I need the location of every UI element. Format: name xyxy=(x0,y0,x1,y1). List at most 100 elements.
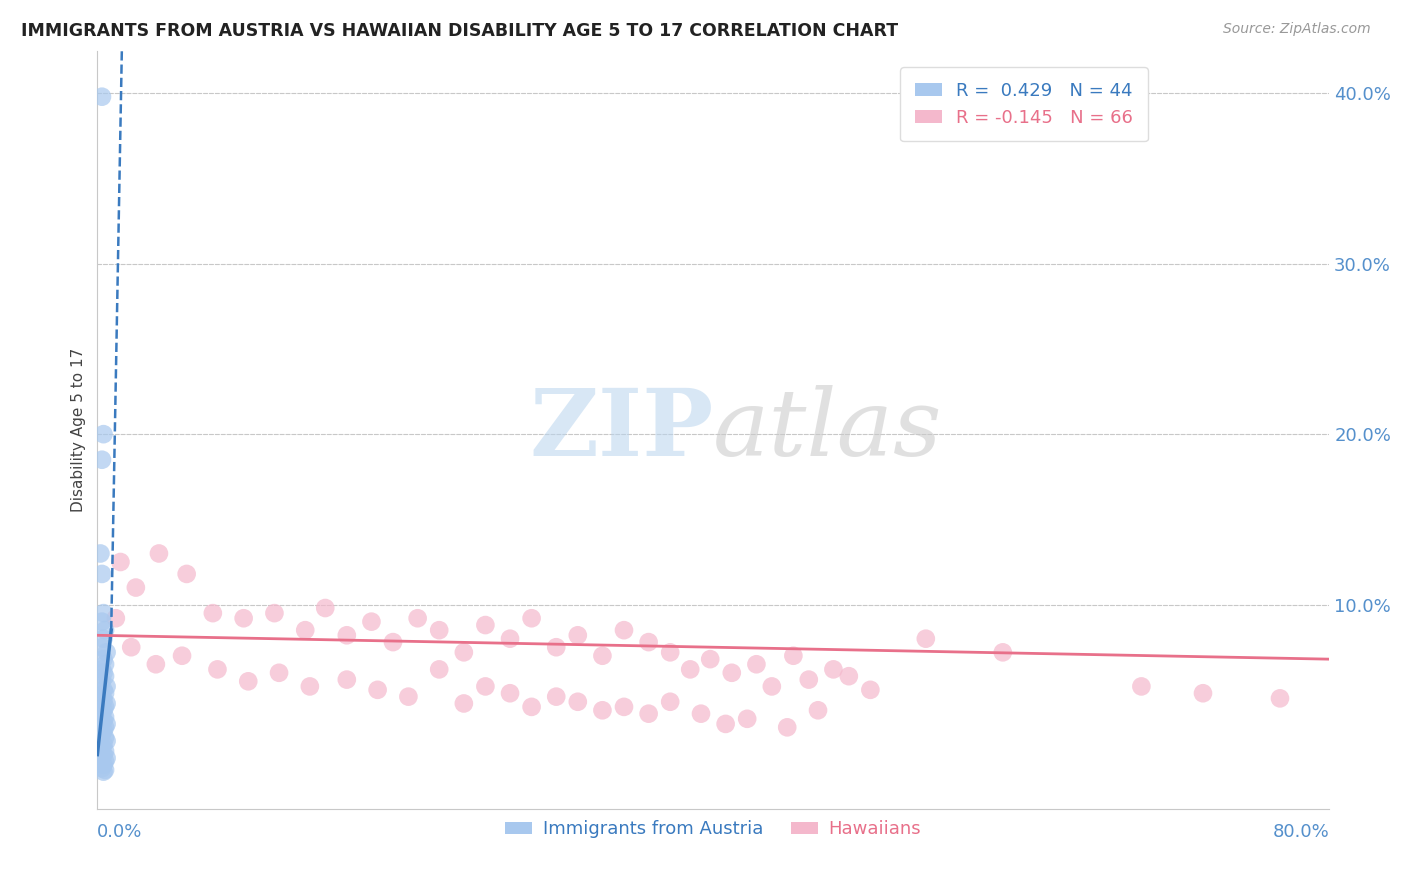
Point xyxy=(396,690,419,704)
Point xyxy=(201,606,224,620)
Point xyxy=(94,686,117,700)
Point xyxy=(94,657,117,672)
Point xyxy=(93,427,115,442)
Point xyxy=(520,699,543,714)
Point xyxy=(474,680,496,694)
Point xyxy=(94,623,117,637)
Point xyxy=(776,720,799,734)
Point xyxy=(93,652,115,666)
Point xyxy=(96,734,118,748)
Point xyxy=(120,640,142,655)
Point xyxy=(94,710,117,724)
Point xyxy=(176,566,198,581)
Point xyxy=(298,680,321,694)
Point xyxy=(267,665,290,680)
Point xyxy=(699,652,721,666)
Point xyxy=(93,737,115,751)
Point xyxy=(427,623,450,637)
Point xyxy=(94,669,117,683)
Point xyxy=(382,635,405,649)
Point xyxy=(94,744,117,758)
Point xyxy=(1192,686,1215,700)
Text: IMMIGRANTS FROM AUSTRIA VS HAWAIIAN DISABILITY AGE 5 TO 17 CORRELATION CHART: IMMIGRANTS FROM AUSTRIA VS HAWAIIAN DISA… xyxy=(21,22,898,40)
Point xyxy=(94,720,117,734)
Point xyxy=(91,89,114,103)
Point xyxy=(94,731,117,745)
Text: ZIP: ZIP xyxy=(529,385,713,475)
Point xyxy=(591,703,613,717)
Point xyxy=(546,640,568,655)
Point xyxy=(91,452,114,467)
Point xyxy=(91,674,114,689)
Point xyxy=(679,662,702,676)
Point xyxy=(613,699,636,714)
Point xyxy=(823,662,845,676)
Point xyxy=(232,611,254,625)
Point xyxy=(914,632,936,646)
Text: 80.0%: 80.0% xyxy=(1272,822,1329,841)
Point xyxy=(567,695,589,709)
Point xyxy=(453,697,475,711)
Point xyxy=(613,623,636,637)
Point xyxy=(1130,680,1153,694)
Text: atlas: atlas xyxy=(713,385,943,475)
Point xyxy=(637,635,659,649)
Point xyxy=(1268,691,1291,706)
Point xyxy=(659,695,682,709)
Point xyxy=(93,764,115,779)
Point xyxy=(499,686,522,700)
Point xyxy=(263,606,285,620)
Point xyxy=(93,703,115,717)
Point xyxy=(96,645,118,659)
Point xyxy=(145,657,167,672)
Point xyxy=(94,763,117,777)
Point xyxy=(94,755,117,769)
Point xyxy=(453,645,475,659)
Point xyxy=(91,690,114,704)
Point xyxy=(367,682,389,697)
Point xyxy=(474,618,496,632)
Point xyxy=(93,723,115,738)
Point xyxy=(96,697,118,711)
Point xyxy=(93,757,115,772)
Point xyxy=(91,566,114,581)
Point xyxy=(745,657,768,672)
Point xyxy=(782,648,804,663)
Point xyxy=(991,645,1014,659)
Point xyxy=(93,665,115,680)
Point xyxy=(91,662,114,676)
Point xyxy=(91,615,114,629)
Point xyxy=(91,740,114,755)
Point xyxy=(294,623,316,637)
Point xyxy=(91,706,114,721)
Point xyxy=(89,546,111,560)
Point xyxy=(96,717,118,731)
Point xyxy=(838,669,860,683)
Point xyxy=(859,682,882,697)
Point xyxy=(104,611,127,625)
Text: Source: ZipAtlas.com: Source: ZipAtlas.com xyxy=(1223,22,1371,37)
Point xyxy=(761,680,783,694)
Point xyxy=(520,611,543,625)
Text: 0.0%: 0.0% xyxy=(97,822,143,841)
Legend: Immigrants from Austria, Hawaiians: Immigrants from Austria, Hawaiians xyxy=(498,814,928,846)
Point xyxy=(93,682,115,697)
Point xyxy=(91,640,114,655)
Point xyxy=(314,601,336,615)
Point xyxy=(91,727,114,741)
Point xyxy=(499,632,522,646)
Point xyxy=(94,699,117,714)
Point xyxy=(93,632,115,646)
Point xyxy=(170,648,193,663)
Point xyxy=(207,662,229,676)
Point xyxy=(714,717,737,731)
Point xyxy=(690,706,713,721)
Point xyxy=(93,747,115,762)
Point xyxy=(567,628,589,642)
Point xyxy=(427,662,450,676)
Point xyxy=(93,714,115,728)
Point xyxy=(735,712,758,726)
Point xyxy=(96,680,118,694)
Y-axis label: Disability Age 5 to 17: Disability Age 5 to 17 xyxy=(72,348,86,512)
Point xyxy=(807,703,830,717)
